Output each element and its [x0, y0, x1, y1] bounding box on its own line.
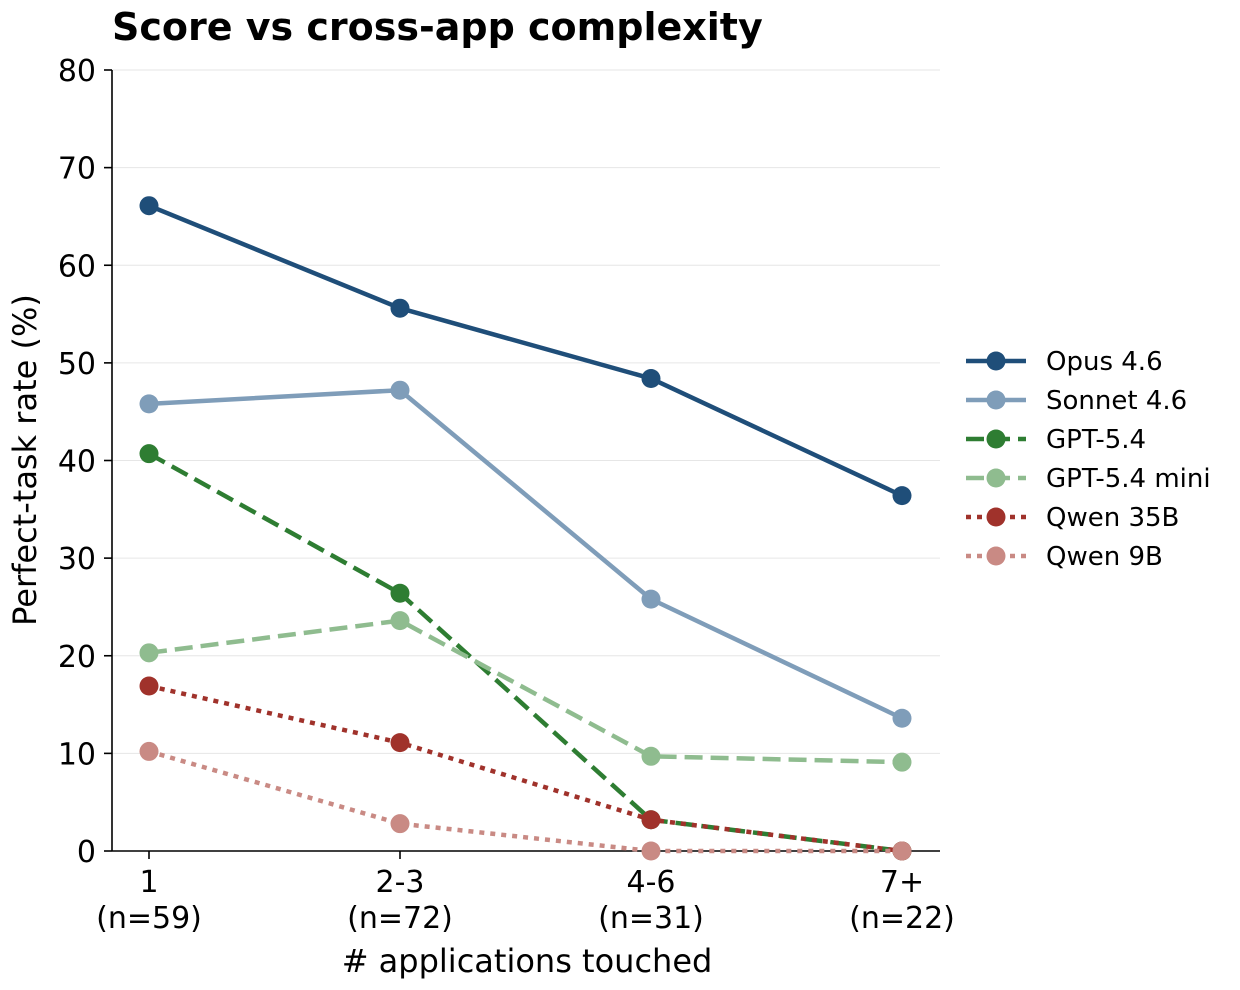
x-tick-label-2-3: 2-3	[376, 865, 425, 900]
x-tick-count-7+: (n=22)	[849, 901, 955, 936]
x-tick-label-7+: 7+	[880, 865, 924, 900]
data-point-gpt-5-4-mini-3	[892, 752, 912, 772]
data-point-qwen-9b-2	[641, 841, 661, 861]
series-opus-4-6	[139, 196, 912, 506]
y-tick-label-50: 50	[58, 347, 96, 382]
legend-label-gpt-5-4-mini: GPT-5.4 mini	[1046, 464, 1211, 494]
data-point-qwen-35b-1	[390, 733, 410, 753]
chart-title: Score vs cross-app complexity	[112, 5, 763, 49]
data-point-opus-4-6-3	[892, 486, 912, 506]
legend-label-qwen-35b: Qwen 35B	[1046, 503, 1179, 533]
legend-marker-gpt-5-4	[986, 429, 1006, 449]
data-point-qwen-9b-3	[892, 841, 912, 861]
data-point-opus-4-6-1	[390, 298, 410, 318]
data-point-opus-4-6-2	[641, 368, 661, 388]
data-point-sonnet-4-6-0	[139, 394, 159, 414]
x-tick-count-2-3: (n=72)	[347, 901, 453, 936]
series-group	[139, 196, 912, 861]
legend-label-qwen-9b: Qwen 9B	[1046, 542, 1163, 572]
legend-item-qwen-35b: Qwen 35B	[966, 503, 1179, 533]
legend-label-opus-4-6: Opus 4.6	[1046, 347, 1163, 377]
legend-label-sonnet-4-6: Sonnet 4.6	[1046, 386, 1187, 416]
legend-item-qwen-9b: Qwen 9B	[966, 542, 1163, 572]
legend-item-sonnet-4-6: Sonnet 4.6	[966, 386, 1187, 416]
series-line-gpt-5-4-mini	[148, 618, 903, 765]
y-tick-label-0: 0	[77, 835, 96, 870]
series-sonnet-4-6	[139, 380, 912, 728]
y-tick-label-30: 30	[58, 542, 96, 577]
x-tick-count-1: (n=59)	[96, 901, 202, 936]
y-tick-label-60: 60	[58, 249, 96, 284]
series-line-sonnet-4-6	[148, 387, 903, 721]
gridlines	[112, 69, 940, 754]
legend-item-gpt-5-4-mini: GPT-5.4 mini	[966, 464, 1211, 494]
series-qwen-9b	[139, 741, 912, 861]
data-point-gpt-5-4-mini-2	[641, 746, 661, 766]
y-axis-ticks: 0 10 20 30 40 50 60 70 80	[58, 54, 112, 870]
x-axis-ticks: 1(n=59) 2-3(n=72) 4-6(n=31) 7+(n=22)	[96, 851, 955, 936]
y-tick-label-10: 10	[58, 737, 96, 772]
data-point-qwen-35b-2	[641, 810, 661, 830]
data-point-qwen-35b-0	[139, 676, 159, 696]
y-tick-label-20: 20	[58, 640, 96, 675]
legend: Opus 4.6 Sonnet 4.6 GPT-5.4 GPT-5.4 mini Qwe…	[966, 347, 1211, 572]
series-gpt-5-4-mini	[139, 611, 912, 772]
x-tick-label-4-6: 4-6	[627, 865, 676, 900]
data-point-gpt-5-4-1	[390, 583, 410, 603]
series-gpt-5-4	[139, 444, 912, 861]
y-tick-label-70: 70	[58, 152, 96, 187]
y-axis-label: Perfect-task rate (%)	[6, 294, 44, 626]
x-axis-label: # applications touched	[342, 942, 713, 980]
series-line-qwen-35b	[148, 683, 903, 854]
data-point-qwen-9b-0	[139, 741, 159, 761]
legend-label-gpt-5-4: GPT-5.4	[1046, 425, 1146, 455]
legend-marker-sonnet-4-6	[986, 390, 1006, 410]
x-tick-label-1: 1	[139, 865, 158, 900]
legend-item-gpt-5-4: GPT-5.4	[966, 425, 1146, 455]
data-point-opus-4-6-0	[139, 196, 159, 216]
legend-marker-qwen-9b	[986, 546, 1006, 566]
y-tick-label-40: 40	[58, 445, 96, 480]
data-point-sonnet-4-6-2	[641, 589, 661, 609]
x-tick-count-4-6: (n=31)	[598, 901, 704, 936]
series-line-opus-4-6	[148, 203, 903, 498]
data-point-gpt-5-4-0	[139, 444, 159, 464]
data-point-qwen-9b-1	[390, 814, 410, 834]
series-line-qwen-9b	[148, 749, 902, 854]
legend-marker-gpt-5-4-mini	[986, 468, 1006, 488]
data-point-sonnet-4-6-3	[892, 708, 912, 728]
legend-item-opus-4-6: Opus 4.6	[966, 347, 1163, 377]
series-line-gpt-5-4	[147, 451, 903, 854]
y-tick-label-80: 80	[58, 54, 96, 89]
data-point-sonnet-4-6-1	[390, 380, 410, 400]
legend-marker-qwen-35b	[986, 507, 1006, 527]
data-point-gpt-5-4-mini-1	[390, 611, 410, 631]
legend-marker-opus-4-6	[986, 351, 1006, 371]
data-point-gpt-5-4-mini-0	[139, 643, 159, 663]
